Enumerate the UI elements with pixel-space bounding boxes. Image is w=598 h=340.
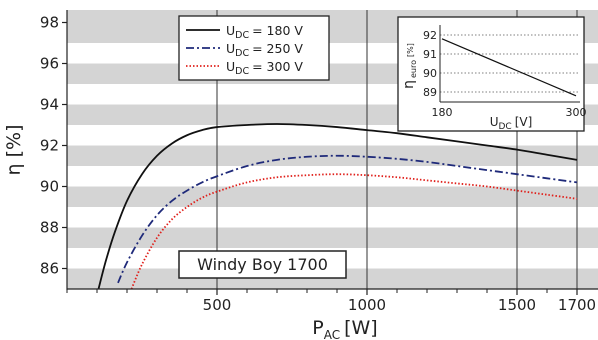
y-tick-label-98: 98 (40, 14, 59, 32)
series-line-1 (117, 154, 578, 284)
y-tick-label-92: 92 (40, 137, 59, 155)
legend-label-1: UDC = 250 V (226, 41, 303, 59)
series-line-0 (97, 123, 578, 290)
inset-y-tick-label-89: 89 (423, 86, 437, 99)
y-tick-label-96: 96 (40, 55, 59, 73)
x-tick-labels: 500 1000 1500 1700 (203, 296, 596, 314)
inset-x-tick-label-300: 300 (566, 106, 587, 119)
x-axis-label: PAC [W] (312, 317, 377, 340)
series-curves (97, 123, 578, 290)
x-tick-label-1500: 1500 (498, 296, 536, 314)
inset-y-tick-label-91: 91 (423, 48, 437, 61)
inset-frame (397, 16, 585, 132)
y-tick-label-94: 94 (40, 96, 59, 114)
inset-y-tick-label-92: 92 (423, 29, 437, 42)
y-tick-label-88: 88 (40, 219, 59, 237)
y-tick-label-90: 90 (40, 178, 59, 196)
inset-x-label: UDC [V] (490, 115, 533, 132)
gray-band-4 (67, 186, 598, 207)
product-annotation: Windy Boy 1700 (178, 250, 347, 279)
series-line-2 (130, 173, 578, 290)
y-axis-label: η [%] (3, 125, 25, 176)
inset-series-line (441, 38, 577, 97)
legend-label-2: UDC = 300 V (226, 59, 303, 77)
y-tick-label-86: 86 (40, 260, 59, 278)
inset-y-tick-label-90: 90 (423, 67, 437, 80)
x-tick-label-1000: 1000 (348, 296, 386, 314)
annotation-text: Windy Boy 1700 (197, 255, 328, 274)
legend-label-0: UDC = 180 V (226, 23, 303, 41)
axes (62, 10, 598, 295)
x-axis-label-sub: AC (324, 328, 340, 340)
inset-x-tick-label-180: 180 (432, 106, 453, 119)
y-tick-labels: 86 88 90 92 94 96 98 (40, 14, 59, 278)
x-tick-label-1700: 1700 (558, 296, 596, 314)
x-axis-label-unit: [W] (344, 317, 378, 339)
inset-y-label: ηeuro[%] (401, 43, 418, 89)
x-tick-label-500: 500 (203, 296, 232, 314)
inset-chart: 89 90 91 92 180 300 UDC [V] ηeuro[%] (397, 16, 587, 132)
gray-band-5 (67, 227, 598, 248)
x-axis-label-symbol: P (312, 317, 323, 339)
